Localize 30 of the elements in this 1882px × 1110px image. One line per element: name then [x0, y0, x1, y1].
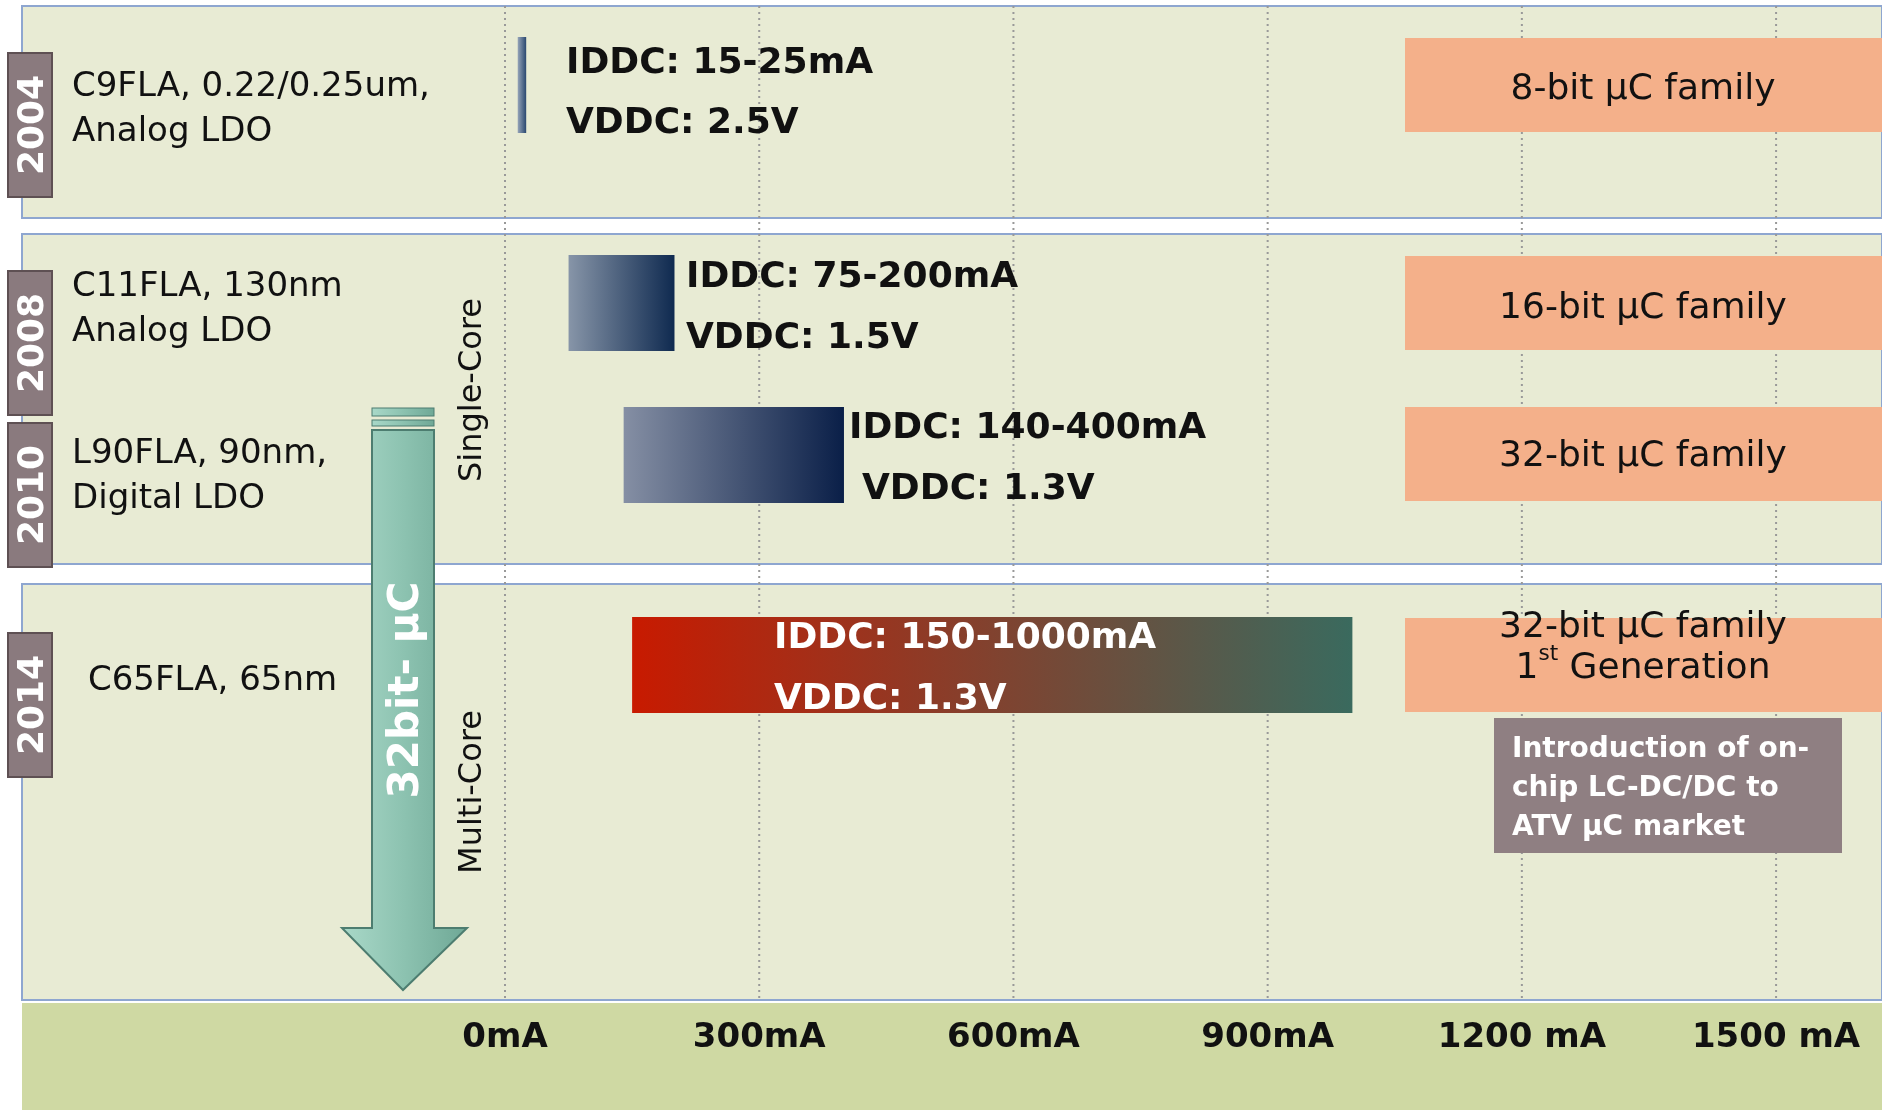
x-tick-label: 900mA [1201, 1015, 1335, 1055]
x-tick-label: 600mA [947, 1015, 1081, 1055]
annotation: L90FLA, 90nm, Digital LDO [72, 430, 328, 516]
annotation: Multi-Core [451, 710, 489, 874]
y-tick-label: 2004 [9, 74, 51, 176]
annotation: VDDC: 1.3V [862, 465, 1095, 507]
annotation: VDDC: 2.5V [566, 99, 799, 141]
x-tick-label: 1500 mA [1691, 1015, 1861, 1055]
annotation: C11FLA, 130nm Analog LDO [72, 263, 343, 349]
x-tick-label: 0mA [462, 1015, 549, 1055]
annotation: IDDC: 150-1000mA [774, 614, 1157, 656]
annotation: VDDC: 1.5V [686, 314, 919, 356]
annotation: 32bit- µC [378, 581, 428, 799]
annotation: VDDC: 1.3V [774, 675, 1007, 717]
annotation: C9FLA, 0.22/0.25um, Analog LDO [72, 63, 430, 149]
y-tick-label: 2008 [9, 292, 51, 394]
x-tick-label: 1200 mA [1437, 1015, 1607, 1055]
y-tick-label: 2014 [9, 654, 51, 756]
annotation: IDDC: 15-25mA [566, 39, 874, 81]
annotation: IDDC: 75-200mA [686, 253, 1019, 295]
annotation: Introduction of on- chip LC-DC/DC to ATV µC market [1512, 730, 1810, 842]
x-tick-label: 300mA [692, 1015, 827, 1055]
annotation: Single-Core [451, 298, 489, 482]
annotation: 8-bit µC family [1510, 65, 1776, 107]
annotation: 16-bit µC family [1499, 284, 1787, 326]
annotation: C65FLA, 65nm [88, 658, 338, 698]
y-tick-label: 2010 [9, 444, 51, 546]
annotation: 32-bit µC family 1$^{st}$ Generation [1499, 603, 1787, 685]
annotation: IDDC: 140-400mA [849, 404, 1207, 446]
annotation: 32-bit µC family [1499, 432, 1787, 474]
